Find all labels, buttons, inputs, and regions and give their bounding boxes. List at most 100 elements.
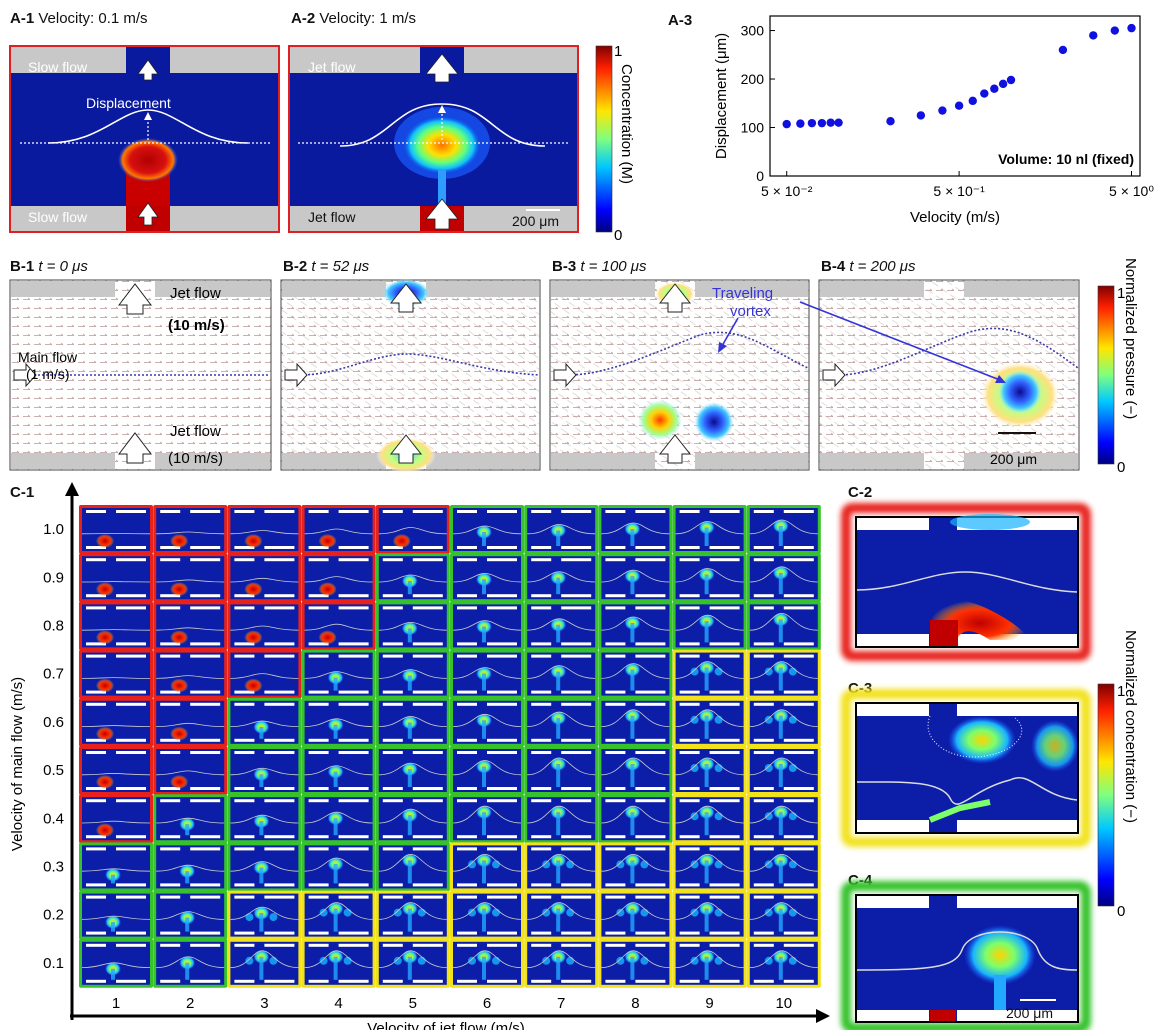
- panel-c-figures: 1.0 0.9 0.8 0.7 0.6 0.5 0.4 0.3 0.2 0.1 1 2 3 4 5 6 7 8 9…: [9, 482, 1139, 1030]
- a3-data-point: [980, 89, 989, 98]
- a3-data-point: [1089, 31, 1098, 40]
- c1-cell: [746, 794, 821, 844]
- panel-b2-time: t = 52 μs: [311, 258, 370, 275]
- a3-plot-area: 0 100 200 300 5 × 10⁻² 5 × 10⁻¹ 5 × 10⁰ Volume:…: [713, 15, 1154, 226]
- c1-cell: [598, 938, 673, 988]
- panel-b2-image: [280, 279, 541, 473]
- c1-cell: [227, 553, 302, 603]
- a3-y-axis-label: Displacement (μm): [713, 33, 730, 159]
- c4-scale-label: 200 μm: [1006, 1005, 1053, 1021]
- c1-col-label: 10: [775, 995, 792, 1012]
- c1-cell: [79, 794, 153, 844]
- c1-cell: [375, 505, 450, 554]
- c1-cell: [524, 601, 599, 651]
- c1-cell: [746, 746, 821, 795]
- c1-row-label: 0.8: [43, 618, 64, 635]
- c1-cell: [746, 505, 821, 554]
- c1-cell: [746, 842, 821, 892]
- b1-main-flow-speed: (1 m/s): [26, 366, 70, 382]
- c1-cell: [524, 842, 599, 892]
- c1-cell: [524, 649, 599, 699]
- c1-cell: [672, 649, 747, 699]
- panel-b1-time: t = 0 μs: [38, 258, 88, 275]
- panel-a-colorbar: [595, 45, 613, 233]
- a3-data-point: [1127, 23, 1136, 33]
- c1-cell: [375, 842, 450, 892]
- c1-cell: [746, 938, 821, 988]
- c1-cell: [153, 794, 228, 844]
- c1-cell: [746, 890, 821, 940]
- c1-cell: [672, 938, 747, 988]
- b1-jet-bottom-speed: (10 m/s): [168, 450, 223, 467]
- c1-row-label: 1.0: [43, 521, 64, 538]
- c1-cell: [301, 890, 376, 940]
- a3-data-point: [954, 101, 964, 110]
- a3-data-point: [834, 118, 843, 127]
- c1-cell: [301, 697, 376, 747]
- c1-cell: [227, 794, 302, 844]
- c1-cell: [598, 890, 673, 940]
- c1-cell: [79, 890, 153, 940]
- b1-jet-top-speed: (10 m/s): [168, 317, 225, 334]
- c1-cell: [450, 746, 524, 795]
- c1-cell: [301, 842, 376, 892]
- c1-cell: [672, 553, 747, 603]
- c1-cell: [301, 794, 376, 844]
- c1-cell: [227, 746, 302, 795]
- c1-cell: [227, 601, 302, 651]
- c1-cell: [153, 649, 228, 699]
- c1-cell: [375, 697, 450, 747]
- c1-cell: [746, 553, 821, 603]
- c1-row-label: 0.9: [43, 569, 64, 586]
- panel-b2-title: B-2 t = 52 μs: [283, 258, 369, 275]
- a3-y-tick-label: 0: [756, 168, 764, 184]
- a3-data-point: [796, 119, 805, 128]
- a1-top-label: Slow flow: [28, 59, 88, 75]
- panel-b3-title: B-3 t = 100 μs: [552, 258, 647, 275]
- a3-y-tick-label: 100: [741, 120, 765, 136]
- c1-row-label: 0.3: [43, 859, 64, 876]
- a3-x-tick-label: 5 × 10⁻¹: [933, 183, 985, 199]
- panel-b3-time: t = 100 μs: [580, 258, 647, 275]
- c1-cell: [375, 890, 450, 940]
- c1-cell: [375, 553, 450, 603]
- panel-b1-id: B-1: [10, 258, 35, 275]
- panel-c-colorbar-max: 1: [1117, 683, 1125, 700]
- panel-b-colorbar-max: 1: [1117, 285, 1125, 302]
- c1-col-label: 3: [260, 995, 268, 1012]
- c1-row-label: 0.5: [43, 762, 64, 779]
- c1-y-axis-label: Velocity of main flow (m/s): [9, 677, 26, 851]
- a3-data-point: [1110, 26, 1120, 35]
- panel-a1-image: [9, 45, 280, 233]
- panel-b4-id: B-4: [821, 258, 846, 275]
- panel-c3-image: [841, 689, 1091, 847]
- c1-cell: [227, 890, 302, 940]
- a3-data-point: [886, 117, 895, 126]
- b1-jet-bottom-label: Jet flow: [170, 423, 221, 440]
- panel-c-colorbar: [1097, 683, 1115, 907]
- c1-cell: [227, 649, 302, 699]
- c1-cell: [672, 697, 747, 747]
- panel-c2-image: [841, 503, 1091, 661]
- c1-row-label: 0.6: [43, 714, 64, 731]
- c1-cell: [79, 842, 153, 892]
- a3-x-axis-label: Velocity (m/s): [910, 209, 1000, 226]
- a3-data-point: [807, 118, 817, 128]
- a3-data-point: [938, 106, 947, 115]
- c1-cell: [524, 938, 599, 988]
- b1-main-flow-label: Main flow: [18, 349, 78, 365]
- c1-cell: [672, 890, 747, 940]
- c1-cell: [227, 505, 302, 554]
- c1-cell: [450, 842, 524, 892]
- vortex-arrow-1: [721, 317, 739, 347]
- panel-b3-id: B-3: [552, 258, 577, 275]
- c1-cell: [375, 601, 450, 651]
- c1-cell: [672, 746, 747, 795]
- panel-c4-image: [841, 881, 1091, 1030]
- a3-data-point: [817, 118, 827, 128]
- panel-c1-id: C-1: [10, 484, 35, 501]
- c1-cell: [524, 697, 599, 747]
- a3-annotation: Volume: 10 nl (fixed): [998, 151, 1134, 167]
- c1-cell: [598, 794, 673, 844]
- c1-col-label: 6: [483, 995, 491, 1012]
